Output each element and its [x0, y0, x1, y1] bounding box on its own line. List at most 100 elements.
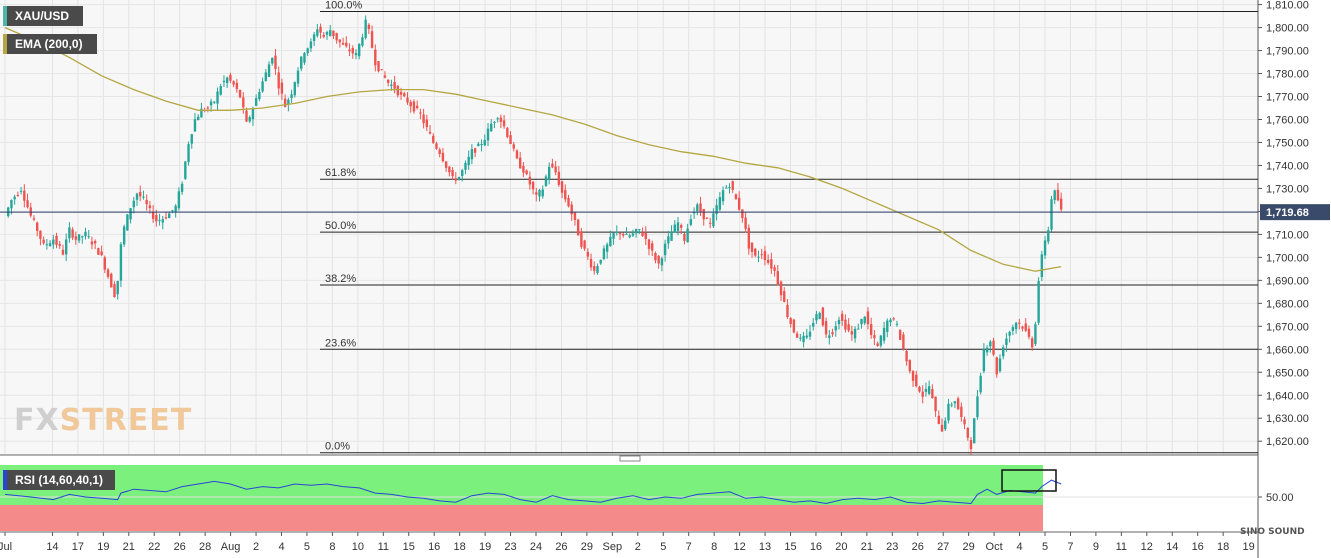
- y-tick-label: 1,760.00: [1266, 114, 1309, 126]
- candle-body: [586, 251, 590, 257]
- candle-body: [982, 349, 986, 372]
- candle-body: [148, 205, 152, 209]
- y-tick-label: 1,780.00: [1266, 69, 1309, 81]
- x-tick-label: 18: [1217, 541, 1229, 553]
- fib-level-label: 100.0%: [325, 0, 363, 11]
- candle-body: [985, 347, 989, 353]
- candle-body: [238, 90, 242, 98]
- candle-body: [122, 226, 126, 245]
- y-tick-label: 1,620.00: [1266, 436, 1309, 448]
- x-tick-label: 7: [686, 541, 692, 553]
- candle-body: [670, 232, 673, 241]
- candle-body: [731, 181, 734, 190]
- x-tick-label: 5: [304, 541, 310, 553]
- candle-body: [280, 82, 284, 94]
- candle-body: [444, 161, 448, 168]
- candle-body: [541, 189, 544, 197]
- candle-body: [973, 418, 976, 444]
- candle-body: [496, 118, 499, 120]
- fib-level-label: 61.8%: [325, 167, 356, 179]
- candle-body: [480, 143, 483, 146]
- candle-body: [737, 197, 741, 210]
- candle-body: [934, 396, 937, 412]
- candle-body: [728, 187, 731, 189]
- x-tick-label: 23: [886, 541, 898, 553]
- y-tick-label: 1,640.00: [1266, 390, 1309, 402]
- candle-body: [300, 56, 303, 69]
- candle-body: [882, 327, 886, 341]
- candle-body: [100, 251, 103, 256]
- candle-body: [831, 332, 834, 335]
- candle-body: [13, 196, 16, 200]
- candle-body: [490, 123, 493, 132]
- candle-body: [58, 244, 61, 246]
- candle-body: [341, 43, 345, 45]
- candle-body: [502, 120, 506, 127]
- candle-body: [1021, 326, 1024, 329]
- candle-body: [470, 149, 474, 160]
- candle-body: [750, 242, 754, 252]
- candle-body: [953, 401, 957, 404]
- candle-body: [486, 128, 490, 141]
- candle-body: [361, 37, 364, 46]
- candle-body: [673, 224, 676, 233]
- candle-body: [435, 143, 438, 149]
- candle-body: [824, 321, 828, 335]
- candle-body: [1014, 322, 1018, 330]
- candle-body: [451, 170, 454, 177]
- x-tick-label: 13: [759, 541, 771, 553]
- x-tick-label: 20: [835, 541, 847, 553]
- x-tick-label: 16: [1192, 541, 1204, 553]
- watermark-fx: FX: [14, 403, 60, 438]
- candle-body: [680, 225, 683, 228]
- candle-body: [902, 334, 905, 350]
- candle-body: [1037, 281, 1040, 323]
- candle-body: [206, 107, 210, 109]
- candle-body: [55, 235, 58, 245]
- candle-body: [432, 135, 435, 143]
- candle-body: [908, 360, 912, 372]
- candle-body: [589, 258, 593, 268]
- candle-body: [1008, 331, 1011, 336]
- candle-body: [525, 170, 528, 175]
- x-tick-label: 8: [711, 541, 717, 553]
- candle-body: [396, 85, 400, 96]
- candle-body: [509, 135, 512, 145]
- candle-body: [386, 79, 390, 83]
- candle-body: [61, 249, 65, 255]
- candle-body: [657, 255, 660, 264]
- candle-body: [969, 439, 973, 450]
- candle-body: [348, 49, 351, 52]
- candle-body: [535, 192, 538, 195]
- candle-body: [399, 91, 403, 95]
- candle-body: [332, 30, 335, 36]
- candle-body: [995, 357, 998, 375]
- candle-body: [989, 341, 992, 347]
- candle-body: [383, 75, 387, 78]
- candle-body: [335, 32, 338, 41]
- candle-body: [911, 370, 915, 381]
- candle-body: [547, 166, 551, 180]
- pane-resize-handle: [619, 455, 641, 462]
- candle-body: [593, 266, 596, 271]
- candle-body: [570, 204, 573, 215]
- y-tick-label: 1,700.00: [1266, 252, 1309, 264]
- candle-body: [296, 70, 300, 84]
- candle-body: [667, 236, 670, 244]
- candle-body: [696, 204, 699, 212]
- candle-body: [232, 81, 235, 85]
- candle-body: [19, 190, 23, 192]
- candle-body: [763, 251, 767, 261]
- candle-body: [815, 314, 818, 321]
- candle-body: [940, 424, 944, 432]
- candle-body: [155, 214, 158, 222]
- x-tick-label: 16: [428, 541, 440, 553]
- y-tick-label: 1,810.00: [1266, 0, 1309, 12]
- candle-body: [779, 281, 783, 296]
- candle-body: [1040, 254, 1044, 277]
- candle-body: [506, 127, 509, 138]
- candle-body: [135, 193, 139, 200]
- candle-body: [116, 280, 119, 295]
- candle-body: [126, 214, 129, 231]
- candle-body: [303, 53, 306, 63]
